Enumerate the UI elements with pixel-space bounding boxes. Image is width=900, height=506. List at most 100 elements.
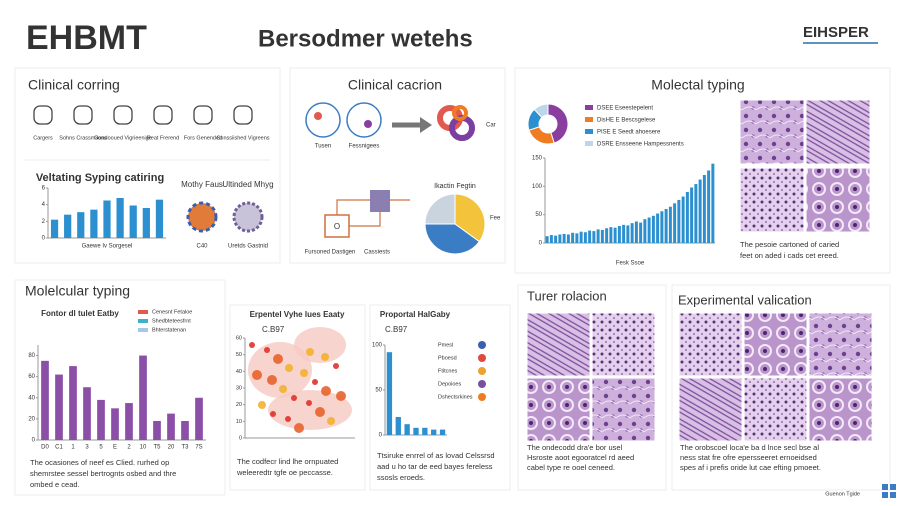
x-tick-label: 7S — [195, 445, 202, 451]
heat-dot — [315, 407, 325, 417]
micrograph — [808, 312, 873, 377]
x-tick-label: T3 — [181, 445, 189, 451]
icon — [33, 105, 53, 125]
flow-label: Cassiests — [364, 250, 390, 256]
icon-label: Cargers — [33, 135, 53, 141]
legend-label: DSEE Eseestepelent — [597, 106, 653, 112]
bar — [622, 224, 626, 243]
legend-label: Pmesl — [438, 342, 453, 348]
caption-line: Ttsiruke enrrel of as lovad Celssrsd — [377, 451, 495, 460]
micrograph — [743, 377, 808, 442]
micrograph — [739, 99, 805, 165]
chart-title: Erpentel Vyhe lues Eaaty — [250, 310, 345, 319]
frames — [14, 67, 891, 496]
y-tick-label: 0 — [239, 435, 242, 441]
diagram-label: Car — [486, 123, 496, 129]
cell-dot — [314, 112, 322, 120]
bar — [142, 208, 150, 238]
micrograph — [743, 312, 808, 377]
bar — [583, 232, 587, 243]
page-title: Bersodmer wetehs — [258, 25, 473, 52]
bar — [64, 214, 72, 238]
legend-swatch — [585, 141, 593, 146]
caption-line: The codfecr lind lhe ornpuated — [237, 457, 338, 466]
y-tick-label: 150 — [532, 156, 543, 162]
heat-dot — [294, 423, 304, 433]
micrograph — [526, 377, 591, 442]
diagram-label: Fessnigees — [349, 144, 380, 150]
bar — [195, 397, 203, 440]
heat-dot — [327, 417, 335, 425]
pie-slice — [424, 223, 480, 255]
pie-slice — [454, 193, 486, 243]
bar — [566, 234, 570, 243]
bar — [549, 235, 553, 243]
bar — [634, 221, 638, 243]
heat-dot — [291, 395, 297, 401]
flow-line — [336, 199, 410, 227]
x-tick-label: C1 — [55, 445, 63, 451]
legend-dot — [478, 354, 486, 362]
bar — [690, 187, 694, 243]
bar — [639, 222, 643, 243]
icon — [113, 105, 133, 125]
legend-dot — [478, 341, 486, 349]
x-tick-label: E — [113, 445, 117, 451]
micrograph — [591, 377, 656, 442]
caption-line: The ocasiones of neef es Clied. rurhed o… — [30, 458, 169, 467]
micrograph — [805, 99, 871, 165]
bar — [647, 217, 651, 243]
chart-subtitle: C.B97 — [262, 325, 285, 334]
y-tick-label: 50 — [535, 212, 542, 218]
flow-box-label: O — [334, 222, 340, 231]
bar — [596, 229, 600, 243]
bar — [116, 198, 124, 238]
y-tick-label: 0 — [32, 438, 36, 444]
heat-dot — [264, 347, 270, 353]
knot — [449, 115, 475, 141]
icon-label: Fors Genended — [184, 135, 222, 141]
bar — [83, 387, 91, 440]
y-tick-label: 60 — [28, 374, 35, 380]
panel-title: Clinical cacrion — [348, 77, 442, 93]
x-tick-label: T5 — [153, 445, 161, 451]
y-tick-label: 100 — [532, 184, 543, 190]
x-tick-label: 5 — [99, 445, 103, 451]
icon-label: Reat Frerend — [147, 135, 179, 141]
pie-slice — [424, 193, 456, 225]
pie-slice — [547, 103, 569, 144]
bar — [588, 230, 592, 243]
footer-logo — [882, 484, 888, 490]
panel-title: Experimental valication — [678, 292, 812, 307]
bar — [664, 209, 668, 243]
panel-frame — [517, 284, 667, 491]
bar — [395, 417, 401, 435]
bar — [651, 215, 655, 243]
x-tick-label: D0 — [41, 445, 49, 451]
heat-dot — [267, 375, 277, 385]
bar — [103, 200, 111, 238]
icon — [153, 105, 173, 125]
bar — [155, 199, 164, 238]
x-tick-label: 20 — [168, 445, 175, 451]
y-tick-label: 0 — [379, 433, 383, 439]
icon-label: Conssiished Vigreens — [216, 135, 269, 141]
heat-dot — [285, 416, 291, 422]
icon — [233, 105, 253, 125]
cell-circle — [305, 102, 341, 138]
bar — [630, 223, 634, 243]
legend-dot — [478, 380, 486, 388]
bar — [431, 429, 437, 435]
bar — [643, 219, 647, 243]
bar — [579, 231, 583, 243]
y-tick-label: 60 — [236, 335, 242, 341]
heat-blob — [294, 327, 346, 363]
heat-dot — [306, 400, 312, 406]
logo: EHBMT — [26, 19, 147, 57]
bar — [575, 233, 579, 243]
legend-label: Ftitcnes — [438, 368, 458, 374]
diagram-label: Tusen — [315, 144, 331, 150]
x-tick-label: 2 — [127, 445, 131, 451]
panel-frame — [514, 67, 891, 274]
